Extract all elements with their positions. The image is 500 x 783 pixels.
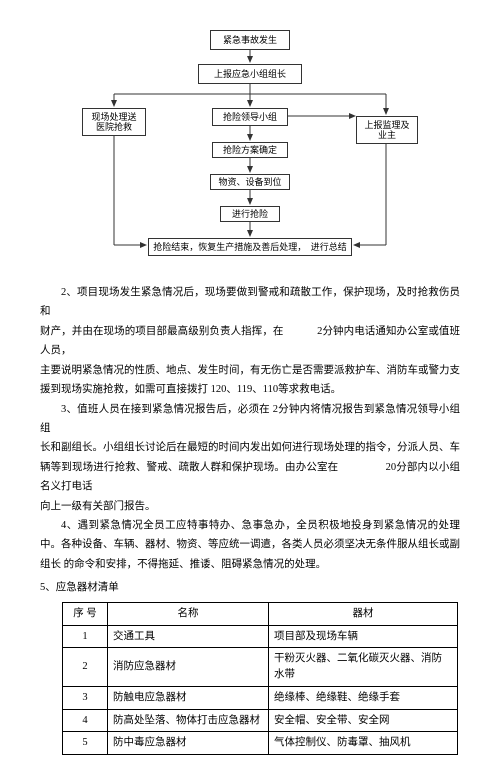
paragraph-3-line3: 向上一级有关部门报告。	[40, 497, 460, 516]
col-name: 名称	[108, 602, 269, 625]
table-row: 4 防高处坠落、物体打击应急器材 安全帽、安全带、安全网	[63, 709, 458, 732]
cell-name: 交通工具	[108, 625, 269, 648]
paragraph-2-line3: 主要说明紧急情况的性质、地点、发生时间，有无伤亡是否需要派救护车、消防车或警力支…	[40, 361, 460, 400]
paragraph-2-line1: 2、项目现场发生紧急情况后，现场要做到警戒和疏散工作，保护现场，及时抢救伤员和	[40, 283, 460, 322]
cell-equip: 项目部及现场车辆	[269, 625, 458, 648]
cell-equip: 安全帽、安全带、安全网	[269, 709, 458, 732]
cell-name: 防触电应急器材	[108, 686, 269, 709]
table-row: 1 交通工具 项目部及现场车辆	[63, 625, 458, 648]
flow-node-incident: 紧急事故发生	[210, 30, 290, 50]
paragraph-2-line2a: 财产，并由在现场的项目部最高级别负责人指挥，在	[40, 326, 284, 337]
flow-node-end: 抢险结束，恢复生产措施及善后处理， 进行总结	[148, 238, 352, 256]
flow-node-rescue-team: 抢险领导小组	[212, 108, 288, 126]
flow-node-plan: 抢险方案确定	[212, 142, 288, 158]
table-row: 3 防触电应急器材 绝缘棒、绝缘鞋、绝缘手套	[63, 686, 458, 709]
paragraph-3-line2: 长和副组长。小组组长讨论后在最短的时间内发出如何进行现场处理的指令，分派人员、车…	[40, 438, 460, 496]
cell-name: 防高处坠落、物体打击应急器材	[108, 709, 269, 732]
flow-node-report-leader: 上报应急小组组长	[198, 64, 302, 84]
cell-equip: 绝缘棒、绝缘鞋、绝缘手套	[269, 686, 458, 709]
cell-index: 3	[63, 686, 108, 709]
flow-node-rescue: 进行抢险	[220, 206, 280, 222]
table-header-row: 序 号 名称 器材	[63, 602, 458, 625]
paragraph-2-line2: 财产，并由在现场的项目部最高级别负责人指挥，在2分钟内电话通知办公室或值班人员，	[40, 322, 460, 361]
cell-index: 4	[63, 709, 108, 732]
cell-index: 1	[63, 625, 108, 648]
equipment-table: 序 号 名称 器材 1 交通工具 项目部及现场车辆 2 消防应急器材 干粉灭火器…	[62, 602, 458, 755]
flow-node-hospital: 现场处理送 医院抢救	[82, 108, 146, 136]
flow-node-equipment: 物资、设备到位	[210, 174, 290, 190]
cell-name: 防中毒应急器材	[108, 732, 269, 755]
cell-equip: 气体控制仪、防毒罩、抽风机	[269, 732, 458, 755]
table-row: 2 消防应急器材 干粉灭火器、二氧化碳灭火器、消防水带	[63, 648, 458, 687]
cell-index: 2	[63, 648, 108, 687]
cell-name: 消防应急器材	[108, 648, 269, 687]
paragraph-4: 4、遇到紧急情况全员工应特事特办、急事急办，全员积极地投身到紧急情况的处理中。各…	[40, 516, 460, 574]
paragraph-3-line1: 3、值班人员在接到紧急情况报告后，必须在 2分钟内将情况报告到紧急情况领导小组组	[40, 400, 460, 439]
col-index: 序 号	[63, 602, 108, 625]
cell-index: 5	[63, 732, 108, 755]
cell-equip: 干粉灭火器、二氧化碳灭火器、消防水带	[269, 648, 458, 687]
list-heading: 5、应急器材清单	[40, 578, 460, 597]
flowchart: 紧急事故发生 上报应急小组组长 现场处理送 医院抢救 抢险领导小组 上报监理及 …	[58, 28, 442, 275]
table-row: 5 防中毒应急器材 气体控制仪、防毒罩、抽风机	[63, 732, 458, 755]
flow-node-report-owner: 上报监理及 业主	[356, 116, 418, 144]
col-equip: 器材	[269, 602, 458, 625]
